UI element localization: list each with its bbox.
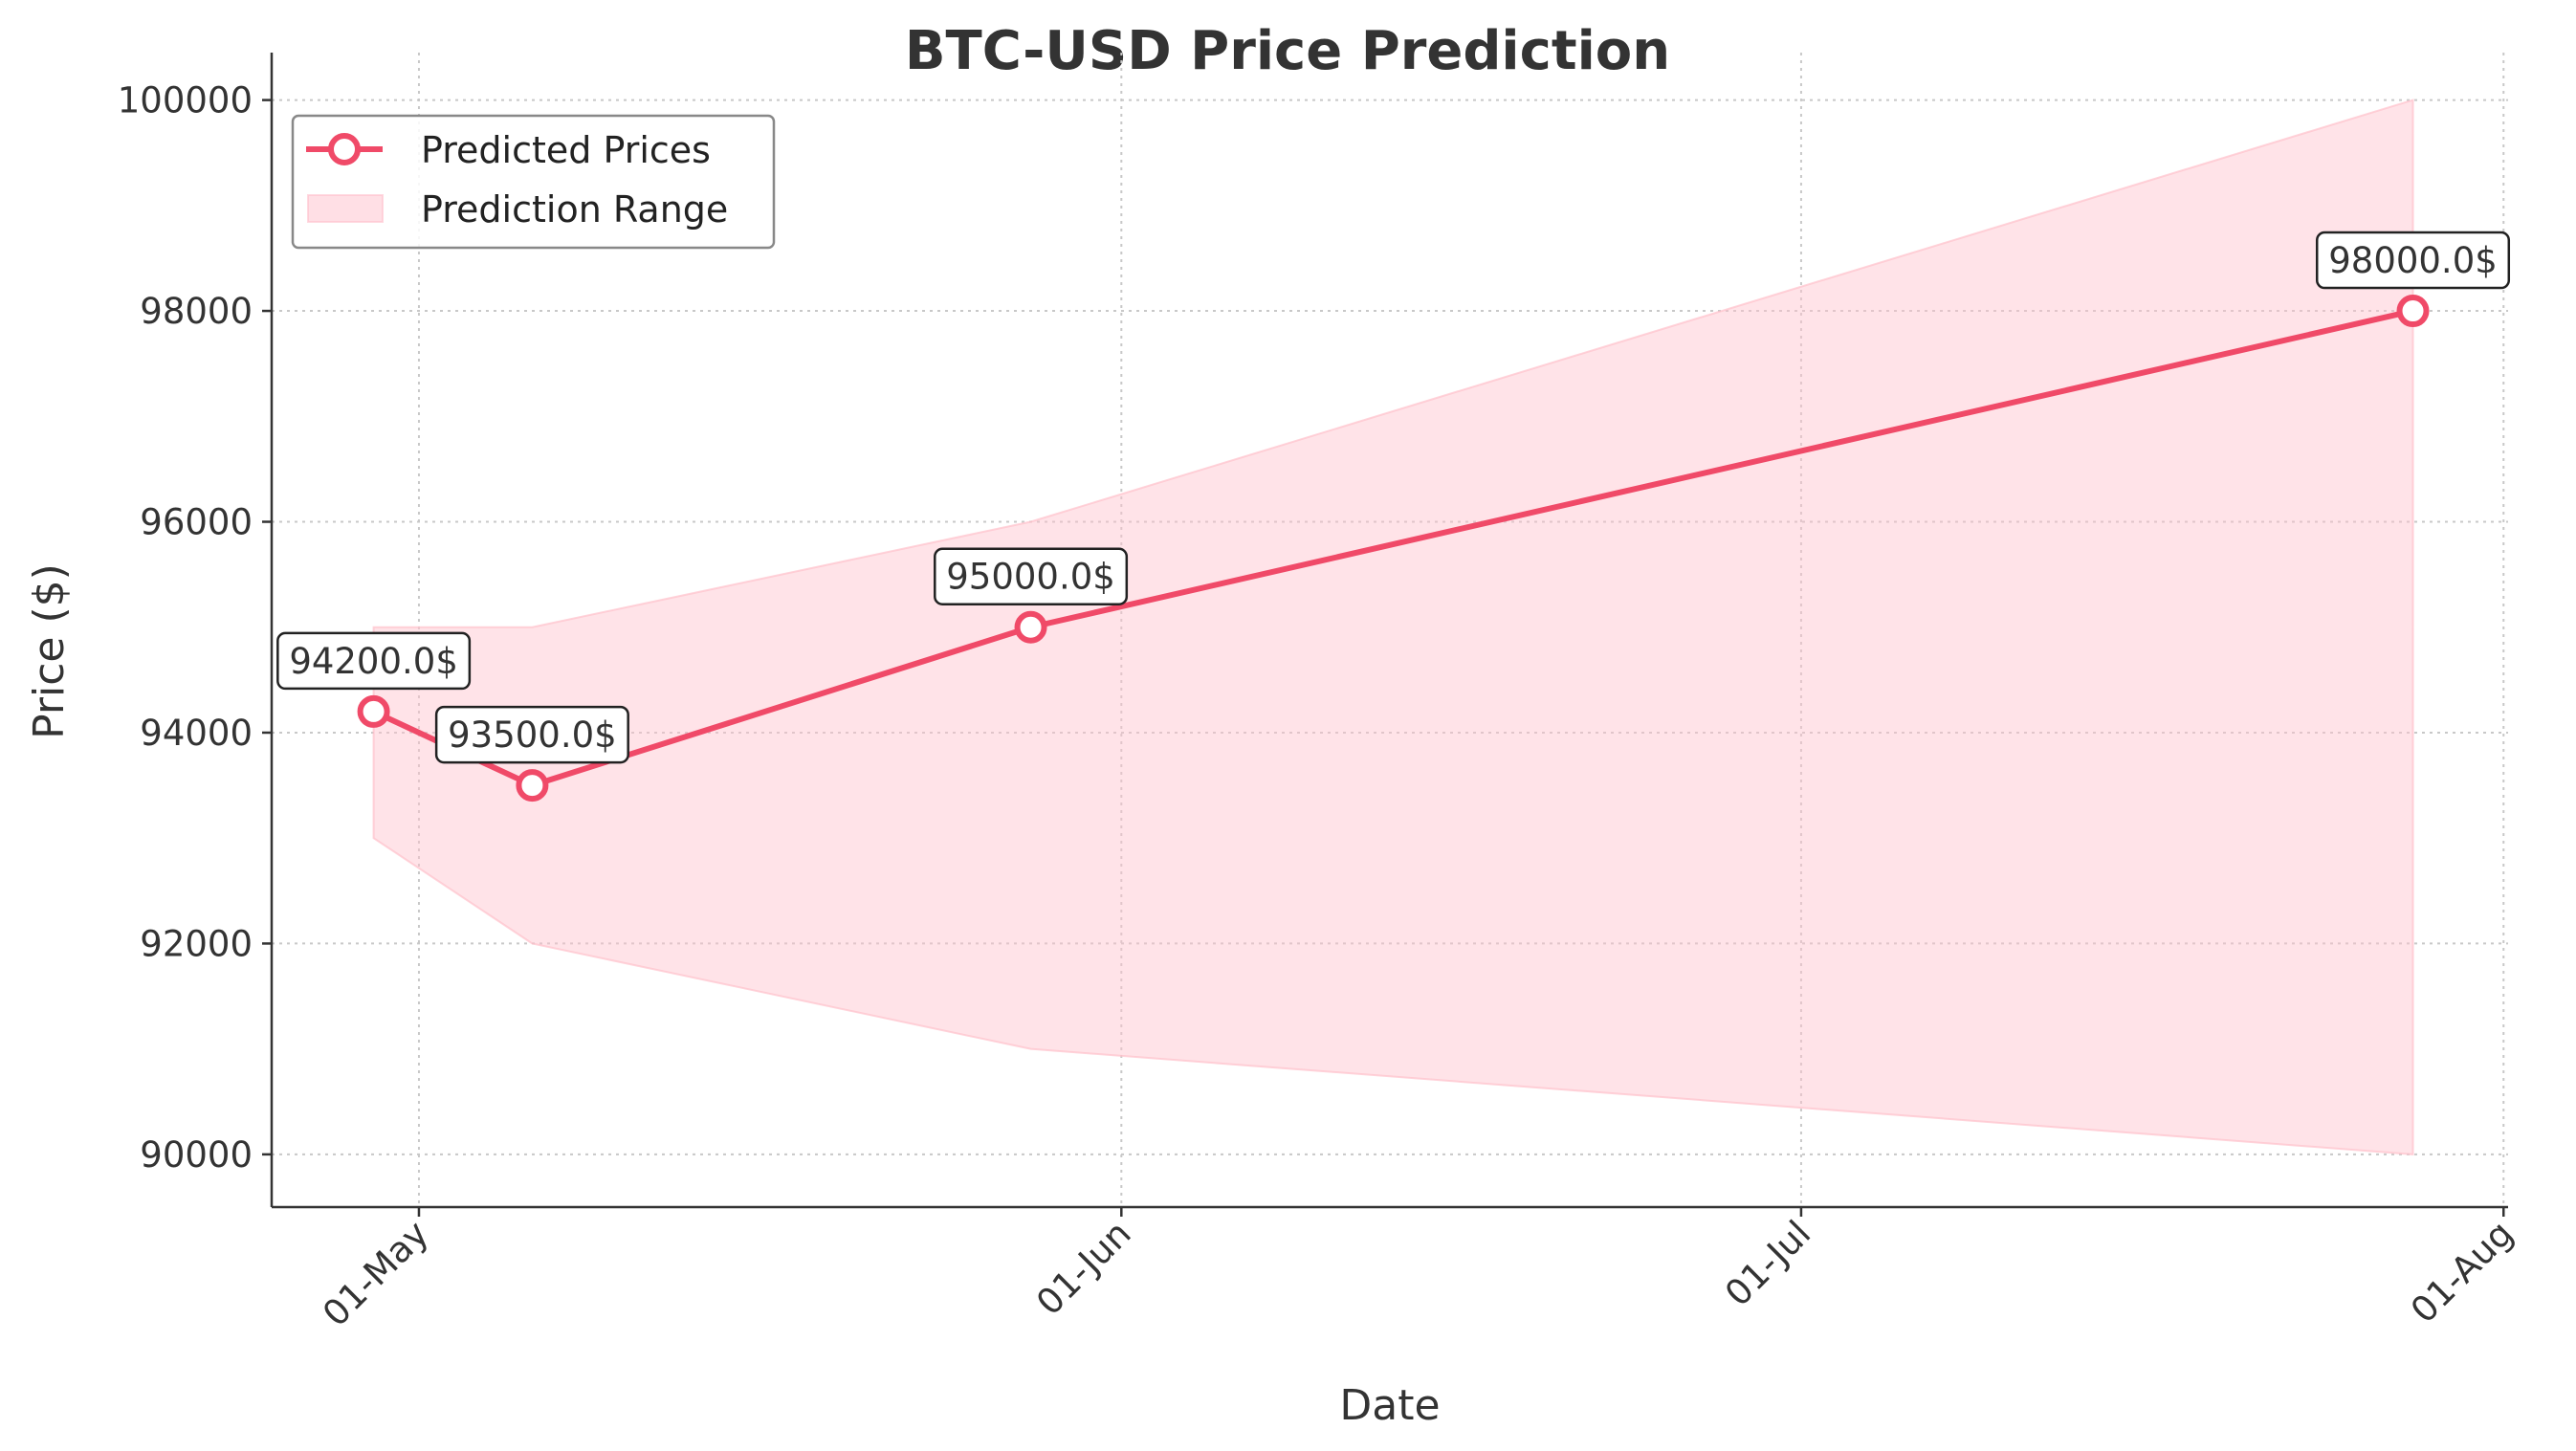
x-tick-label: 01-Jul (1717, 1213, 1818, 1314)
y-axis-label: Price ($) (25, 563, 74, 739)
y-tick-label: 100000 (118, 80, 253, 121)
axes (270, 53, 2508, 1209)
data-point-2025-07-28 (2396, 295, 2430, 328)
legend-marker-swatch (328, 133, 361, 165)
data-label-text: 94200.0$ (289, 641, 458, 682)
x-tick-label: 01-Jun (1028, 1213, 1138, 1323)
data-point-2025-05-28 (1014, 610, 1047, 644)
prediction-range (372, 99, 2414, 1155)
data-point-2025-04-29 (357, 694, 390, 728)
x-tick-label: 01-Aug (2403, 1213, 2521, 1331)
x-axis-label: Date (1339, 1381, 1440, 1430)
data-label-2025-04-29: 94200.0$ (276, 631, 472, 691)
legend: Predicted Prices Prediction Range (291, 114, 776, 250)
data-label-2025-05-06: 93500.0$ (434, 705, 629, 764)
legend-label-prediction-range: Prediction Range (421, 188, 728, 231)
y-tick-label: 98000 (140, 291, 253, 332)
data-label-2025-07-28: 98000.0$ (2315, 231, 2511, 290)
data-label-box (2315, 231, 2511, 290)
x-tick-label: 01-May (315, 1213, 436, 1334)
y-axis-ticks: 90000 92000 94000 96000 98000 100000 (118, 80, 272, 1176)
y-tick-label: 92000 (140, 923, 253, 964)
data-label-text: 93500.0$ (448, 715, 617, 756)
y-tick-label: 96000 (140, 502, 253, 543)
data-label-2025-05-28: 95000.0$ (934, 547, 1129, 605)
prediction-range-band (372, 99, 2414, 1155)
data-labels: 94200.0$ 93500.0$ 95000.0$ 98000.0$ (276, 231, 2511, 764)
legend-label-predicted-prices: Predicted Prices (421, 129, 711, 171)
data-label-box (276, 631, 472, 691)
legend-frame (291, 114, 776, 250)
data-label-box (434, 705, 629, 764)
data-label-text: 98000.0$ (2328, 240, 2498, 281)
y-tick-label: 90000 (140, 1134, 253, 1176)
legend-range-swatch (307, 194, 384, 223)
chart-title: BTC-USD Price Prediction (905, 20, 1670, 82)
y-tick-label: 94000 (140, 713, 253, 754)
data-label-box (934, 547, 1129, 605)
x-axis-ticks: 01-May 01-Jun 01-Jul 01-Aug (315, 1207, 2521, 1334)
data-point-2025-05-06 (516, 769, 549, 802)
data-label-text: 95000.0$ (946, 557, 1115, 598)
